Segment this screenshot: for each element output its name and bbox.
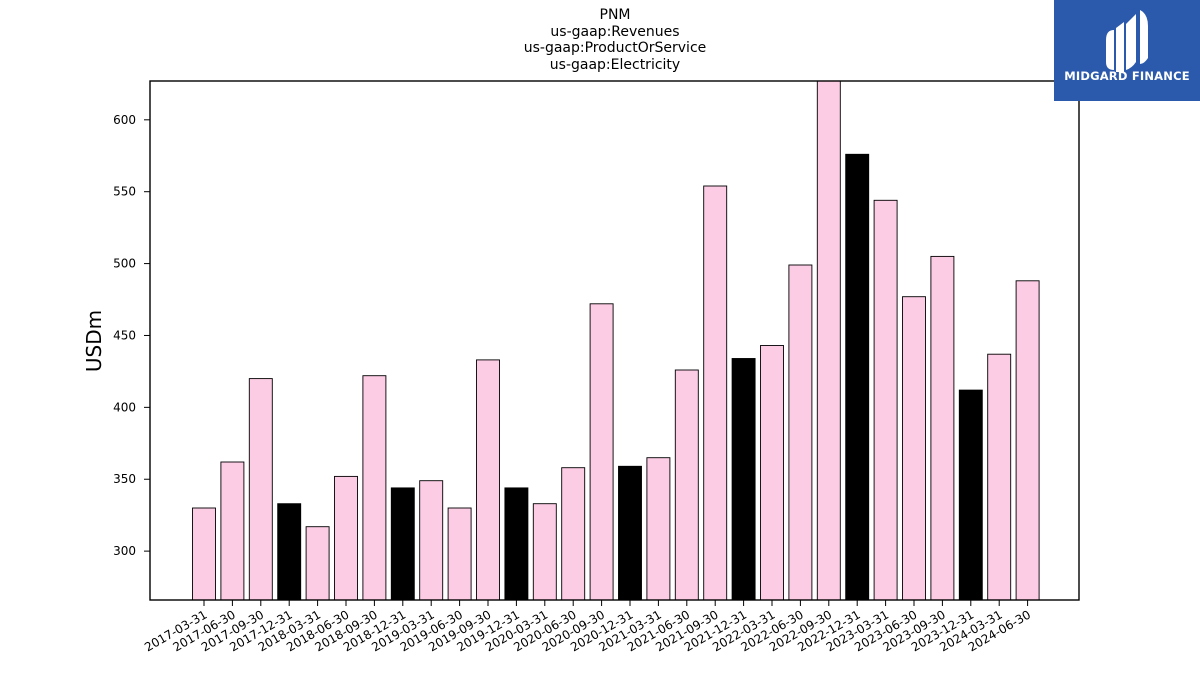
bar-2023-06-30 — [902, 296, 926, 601]
bar-2018-03-31 — [305, 526, 330, 601]
bar-2024-03-31 — [987, 353, 1012, 601]
bar-2017-12-31 — [277, 503, 302, 601]
y-tick-label: 400 — [113, 400, 136, 414]
brand-logo: MIDGARD FINANCE — [1054, 0, 1200, 101]
bar-2017-06-30 — [220, 461, 245, 601]
title-line-1: PNM — [599, 7, 631, 23]
title-line-4: us-gaap:Electricity — [549, 56, 681, 73]
bar-2020-03-31 — [532, 503, 557, 601]
y-tick-label: 300 — [113, 544, 136, 558]
bar-2022-03-31 — [760, 345, 784, 601]
y-axis-label: USDm — [82, 310, 106, 372]
logo-mark-icon — [1106, 10, 1148, 72]
bar-2023-03-31 — [873, 199, 898, 601]
y-tick-label: 550 — [113, 185, 136, 199]
title-line-2: us-gaap:Revenues — [550, 23, 680, 40]
bar-2021-09-30 — [703, 185, 728, 601]
bar-2021-12-31 — [731, 358, 756, 601]
plot-frame — [149, 80, 1080, 601]
x-axis: 2017-03-312017-06-302017-09-302017-12-31… — [142, 600, 1033, 654]
y-tick-label: 450 — [113, 328, 136, 342]
y-tick-label: 500 — [113, 257, 136, 271]
bar-2021-06-30 — [674, 369, 699, 601]
title-line-3: us-gaap:ProductOrService — [523, 40, 707, 56]
bar-2019-09-30 — [476, 359, 500, 601]
bar-2018-12-31 — [390, 487, 415, 601]
bar-2020-06-30 — [561, 467, 586, 601]
bar-2022-09-30 — [816, 80, 841, 601]
bar-2019-12-31 — [504, 487, 529, 601]
bar-2023-09-30 — [930, 255, 955, 601]
bar-2017-03-31 — [192, 507, 216, 601]
chart-title: PNM us-gaap:Revenues us-gaap:ProductOrSe… — [415, 7, 815, 73]
logo-text: MIDGARD FINANCE — [1064, 69, 1190, 83]
bar-2022-12-31 — [845, 153, 870, 601]
y-tick-label: 600 — [113, 113, 136, 127]
bars-group — [192, 80, 1040, 601]
bar-2022-06-30 — [788, 264, 813, 601]
bar-2023-12-31 — [958, 389, 983, 601]
bar-2019-03-31 — [419, 480, 444, 601]
bar-2017-09-30 — [248, 378, 273, 601]
bar-2021-03-31 — [646, 457, 671, 601]
bar-2024-06-30 — [1015, 280, 1040, 601]
y-tick-label: 350 — [113, 472, 136, 486]
bar-2019-06-30 — [447, 507, 472, 601]
bar-2018-06-30 — [334, 475, 358, 601]
bar-2018-09-30 — [362, 375, 387, 601]
bar-2020-12-31 — [618, 465, 642, 601]
bar-2020-09-30 — [589, 303, 614, 601]
y-axis: 300 350 400 450 500 550 600 — [113, 113, 150, 558]
